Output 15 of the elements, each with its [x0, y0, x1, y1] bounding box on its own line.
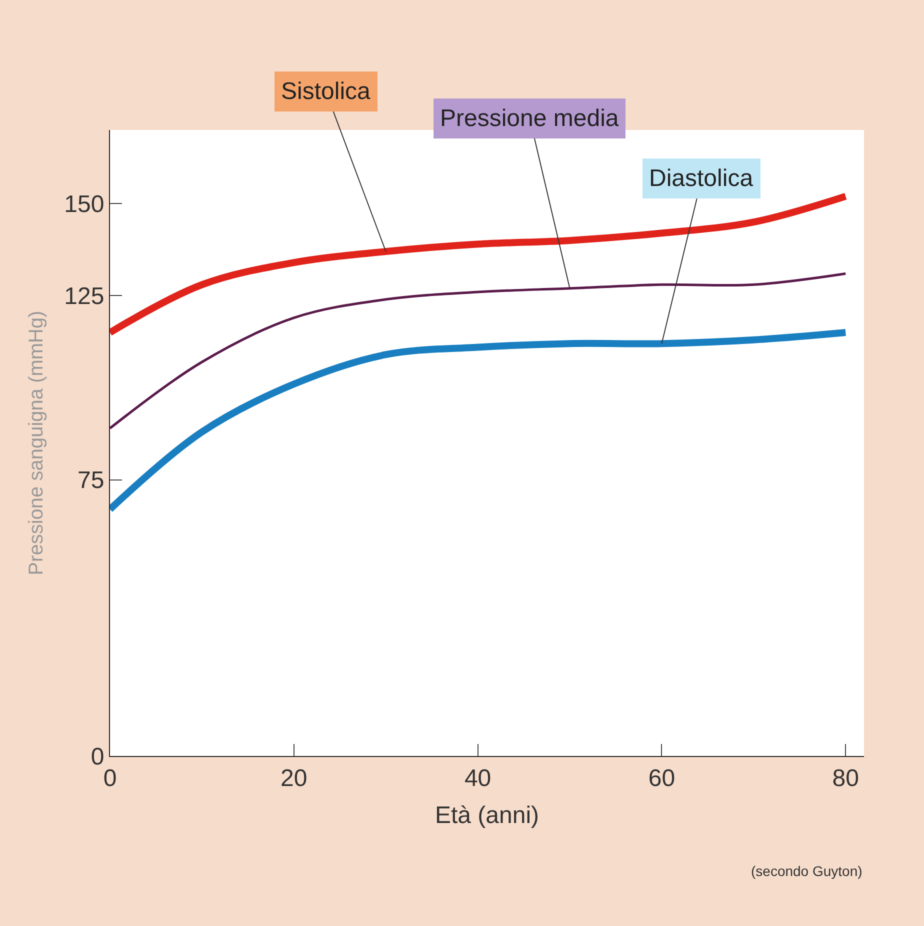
y-tick-label: 125	[64, 283, 104, 310]
y-tick-label: 0	[90, 743, 104, 770]
text: Sistolica	[281, 78, 372, 105]
y-tick-label: 150	[64, 191, 104, 218]
x-tick-label: 60	[648, 764, 676, 792]
line-series	[110, 272, 847, 430]
x-tick-label: 80	[832, 764, 859, 792]
text: Pressione media	[440, 105, 620, 132]
y-axis-title: Pressione sanguigna (mmHg)	[26, 310, 48, 576]
x-tick-label: 40	[464, 764, 492, 792]
text: Diastolica	[649, 165, 754, 192]
x-axis-title: Età (anni)	[434, 802, 540, 830]
text: (secondo Guyton)	[751, 863, 862, 879]
y-tick-label: 75	[77, 467, 104, 494]
x-tick-label: 20	[280, 764, 308, 792]
